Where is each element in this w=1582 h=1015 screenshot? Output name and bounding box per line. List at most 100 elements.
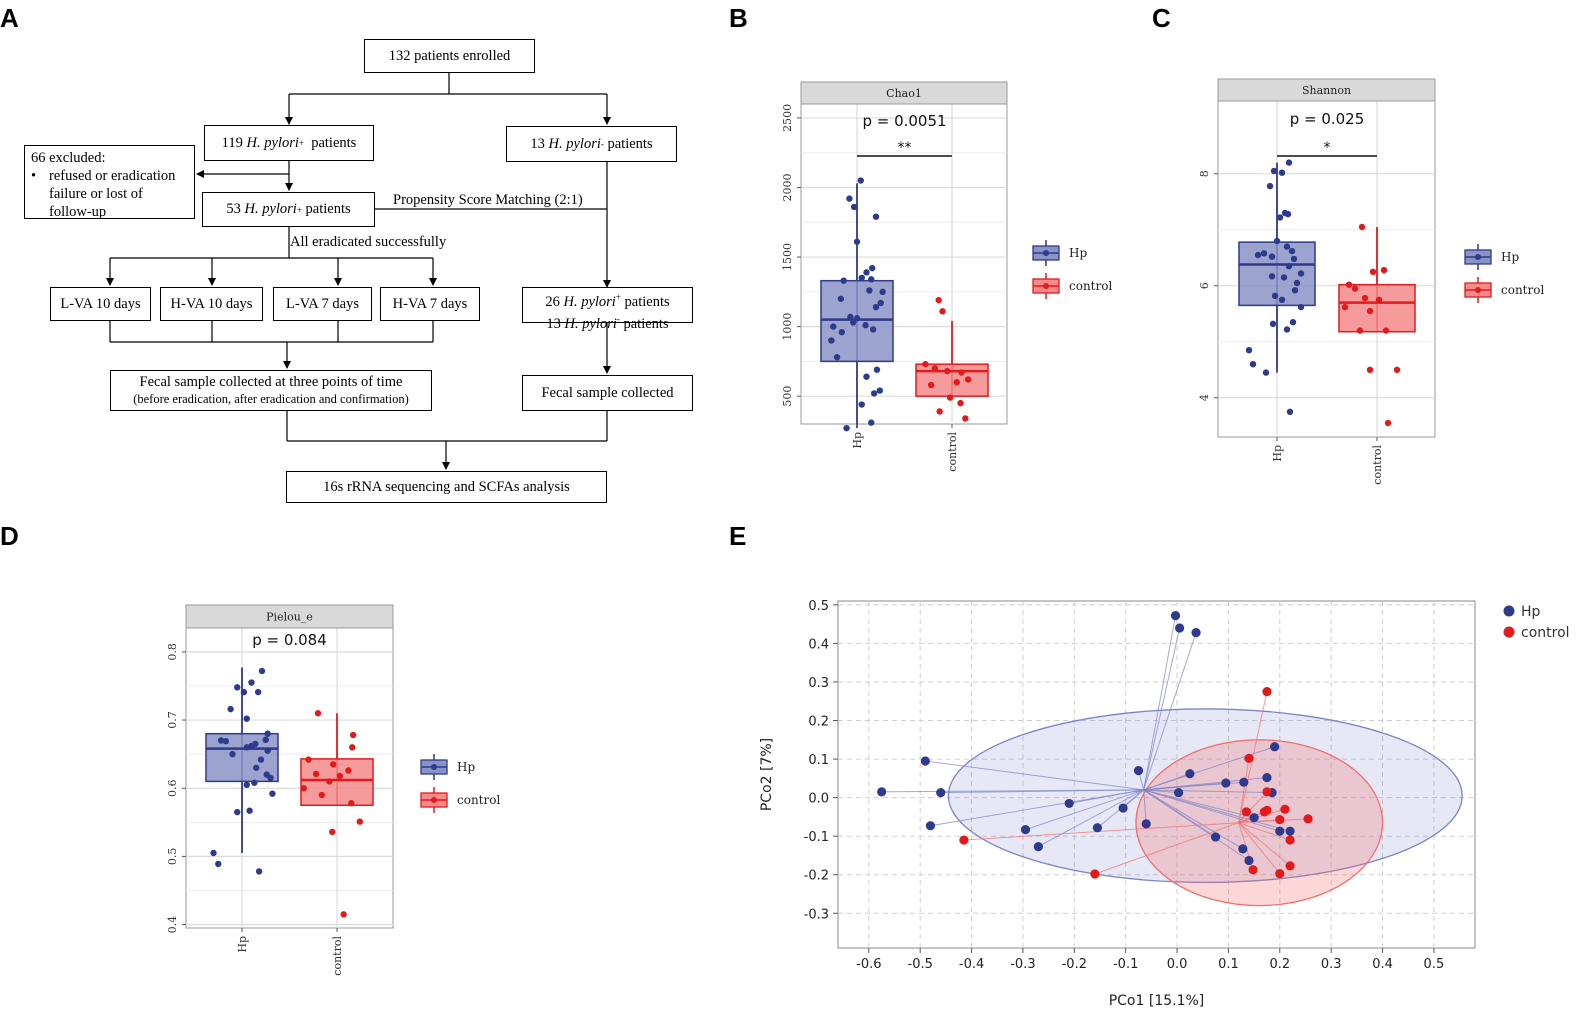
chao1-hp-point [858, 401, 865, 408]
chao1-control-point [946, 394, 954, 401]
chao1-ytick-label: 2000 [781, 173, 794, 201]
chao1-hp-point [843, 424, 850, 432]
chao1-hp-point [863, 373, 870, 380]
chao1-hp-point [853, 238, 861, 245]
matched-neg-count: 13 [546, 315, 561, 332]
excluded-box: 66 excluded: • refused or eradication fai… [24, 145, 195, 220]
chao1-control-point [936, 408, 943, 415]
chao1-plot: 500 1000 1500 2000 2500 Chao1 Hp control p = 0.0… [781, 81, 1112, 472]
chao1-hp-point [868, 276, 875, 283]
fecal-collected-text: Fecal sample collected [541, 384, 674, 401]
chao1-hp-point [840, 277, 847, 284]
panel-letter-e: E [729, 521, 747, 551]
chao1-hp-point [876, 387, 883, 394]
chao1-hp-point [862, 322, 869, 329]
fecal-three-sub: (before eradication, after eradication a… [133, 392, 409, 406]
matched-neg-species: H. pylori [564, 315, 617, 332]
chao1-ytick-label: 2500 [781, 104, 794, 132]
chao1-hp-point [873, 366, 881, 373]
chao1-ytick-label: 1000 [781, 313, 794, 341]
matched-box: 53 H. pylori + patients [202, 192, 375, 227]
panel-letter-d: D [0, 521, 19, 551]
hp-positive-mark: + [298, 138, 304, 148]
group-box-3: L-VA 7 days [273, 287, 372, 321]
chao1-control-box [915, 363, 989, 397]
chao1-strip-title: Chao1 [886, 87, 922, 100]
hp-negative-count: 13 [530, 135, 545, 152]
chao1-hp-point [838, 328, 845, 336]
panel-letter-a: A [0, 3, 19, 33]
excluded-bullet: • [31, 168, 37, 184]
panel-letter-b: B [729, 3, 748, 33]
chao1-hp-point [870, 390, 878, 397]
chao1-hp-point [830, 323, 837, 330]
fecal-three-box: Fecal sample collected at three points o… [110, 370, 432, 411]
matched-count: 53 [226, 201, 241, 217]
excluded-line-1: refused or eradication [49, 168, 176, 184]
chao1-hp-point [850, 203, 858, 211]
matched-groups-box: 26 H. pylori+ patients 13 H. pylori- pat… [522, 287, 693, 332]
matched-patients: patients [305, 201, 351, 217]
matched-pos-patients: patients [624, 293, 670, 310]
chao1-control-point [927, 381, 935, 389]
group-label-2: H-VA 10 days [170, 295, 253, 312]
fecal-three-title: Fecal sample collected at three points o… [139, 374, 403, 390]
hp-positive-box: 119 H. pylori + patients [204, 125, 374, 161]
eradicated-label: All eradicated successfully [290, 234, 447, 250]
hp-negative-mark: - [600, 139, 604, 149]
psm-label: Propensity Score Matching (2:1) [393, 192, 583, 208]
chao1-control-point [939, 308, 946, 315]
fecal-collected-box: Fecal sample collected [522, 375, 693, 411]
chao1-hp-point [833, 354, 841, 361]
chao1-xtick-label: control [946, 432, 959, 472]
chao1-hp-point [866, 287, 873, 294]
group-label-4: H-VA 7 days [392, 295, 468, 312]
matched-pos-count: 26 [545, 293, 560, 310]
chao1-control-point [953, 379, 960, 386]
enrolled-box: 132 patients enrolled [364, 39, 535, 73]
hp-positive-patients: patients [311, 134, 357, 151]
hp-negative-species: H. pylori [548, 135, 601, 152]
excluded-line-3: follow-up [49, 204, 107, 220]
matched-neg-mark: - [616, 313, 620, 324]
chao1-legend-control-dot [1043, 283, 1049, 289]
chao1-hp-point [846, 195, 853, 202]
chao1-hp-point [872, 213, 880, 220]
chao1-hp-point [863, 269, 870, 276]
group-label-3: L-VA 7 days [285, 295, 360, 312]
chao1-hp-point [877, 299, 884, 307]
chao1-hp-point [858, 274, 865, 282]
matched-species: H. pylori [244, 201, 297, 217]
chao1-hp-point [847, 313, 854, 321]
enrolled-text: 132 patients enrolled [388, 47, 511, 64]
chao1-control-point [935, 296, 942, 304]
chao1-strip [800, 81, 1008, 105]
matched-pos-species: H. pylori [563, 293, 616, 310]
chao1-hp-point [868, 419, 875, 426]
panel-letter-c: C [1152, 3, 1171, 33]
chao1-p-value: p = 0.0051 [862, 112, 946, 130]
matched-mark: + [296, 204, 302, 215]
excluded-line-2: failure or lost of [49, 186, 143, 202]
chao1-control-point [958, 369, 965, 376]
hp-positive-count: 119 [221, 134, 243, 151]
group-box-4: H-VA 7 days [380, 287, 480, 321]
chao1-sig-stars: ** [898, 140, 912, 156]
chao1-hp-point [828, 337, 835, 344]
group-label-1: L-VA 10 days [60, 295, 141, 312]
sequencing-text: 16s rRNA sequencing and SCFAs analysis [323, 478, 570, 495]
chao1-control-point [964, 376, 972, 383]
chao1-control-point [931, 365, 939, 372]
chao1-hp-point [837, 295, 845, 302]
chao1-control-point [922, 360, 929, 368]
chao1-hp-point [879, 288, 886, 296]
chao1-hp-point [850, 319, 857, 326]
matched-groups-line-1: 26 H. pylori+ patients [523, 289, 692, 311]
chao1-legend-control-label: control [1069, 279, 1112, 293]
chao1-hp-point [869, 264, 876, 272]
chao1-hp-point [872, 303, 880, 311]
flowchart-connectors [106, 72, 611, 470]
chao1-legend-hp-label: Hp [1069, 246, 1087, 260]
chao1-hp-point [857, 177, 864, 184]
